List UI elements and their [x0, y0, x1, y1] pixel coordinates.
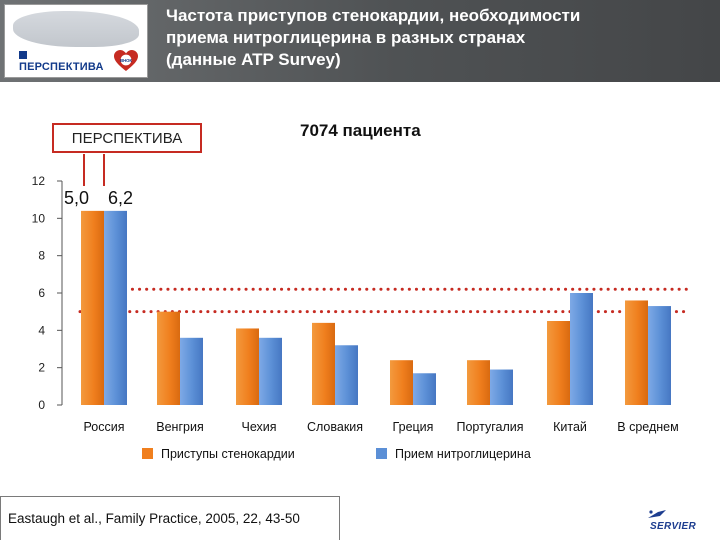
- category-label: В среднем: [617, 420, 678, 434]
- y-tick-label: 10: [32, 211, 46, 225]
- nitro-bar: [413, 373, 436, 405]
- y-tick-label: 12: [32, 174, 46, 188]
- legend: Приступы стенокардии Прием нитроглицерина: [142, 447, 531, 461]
- legend-swatch: [142, 448, 153, 459]
- annotation-label: 5,0: [64, 188, 89, 208]
- angina-bar: [467, 360, 490, 405]
- angina-bar: [81, 210, 104, 405]
- legend-label: Приступы стенокардии: [161, 447, 295, 461]
- patients-count-label: 7074 пациента: [300, 121, 421, 140]
- nitro-bar: [259, 337, 282, 405]
- title-line: приема нитроглицерина в разных странах: [166, 28, 526, 47]
- servier-text: SERVIER: [650, 521, 697, 532]
- nitro-bar: [104, 210, 127, 405]
- angina-bar: [312, 322, 335, 405]
- category-label: Венгрия: [156, 420, 203, 434]
- category-label: Чехия: [241, 420, 276, 434]
- angina-bar: [390, 360, 413, 405]
- legend-swatch: [376, 448, 387, 459]
- title-line: (данные ATP Survey): [166, 50, 341, 69]
- nitro-bar: [180, 337, 203, 405]
- y-tick-label: 0: [38, 398, 45, 412]
- y-tick-label: 4: [38, 323, 45, 337]
- legend-label: Прием нитроглицерина: [395, 447, 531, 461]
- perspektiva-label: ПЕРСПЕКТИВА: [71, 129, 183, 147]
- slide-title: Частота приступов стенокардии, необходим…: [166, 5, 706, 71]
- y-tick-label: 8: [38, 249, 45, 263]
- bars: [81, 210, 671, 405]
- map-graphic: [13, 11, 139, 47]
- y-axis: 0 2 4 6 8 10 12: [32, 174, 63, 412]
- servier-mark-icon: [648, 510, 666, 518]
- angina-bar: [625, 300, 648, 405]
- footer-citation-box: Eastaugh et al., Family Practice, 2005, …: [0, 496, 340, 540]
- category-label: Греция: [393, 420, 434, 434]
- category-label: Россия: [84, 420, 125, 434]
- angina-bar: [157, 311, 180, 405]
- annotations: 5,0 6,2: [64, 188, 133, 208]
- category-label: Китай: [553, 420, 587, 434]
- logo-badge: ВНОК: [120, 58, 132, 63]
- servier-logo: SERVIER: [640, 508, 710, 536]
- nitro-bar: [490, 369, 513, 405]
- y-tick-label: 2: [38, 361, 45, 375]
- logo-text: ПЕРСПЕКТИВА: [19, 61, 104, 73]
- angina-bar: [236, 328, 259, 405]
- nitro-bar: [335, 345, 358, 405]
- nitro-bar: [648, 306, 671, 405]
- header-banner: ПЕРСПЕКТИВА ВНОК Частота приступов стено…: [0, 0, 720, 82]
- nitro-bar: [570, 293, 593, 405]
- annotation-connectors: [83, 154, 105, 186]
- angina-bar: [547, 321, 570, 405]
- y-tick-label: 6: [38, 286, 45, 300]
- category-labels: Россия Венгрия Чехия Словакия Греция Португал…: [84, 420, 679, 434]
- heart-logo-icon: ВНОК: [114, 50, 138, 71]
- title-line: Частота приступов стенокардии, необходим…: [166, 6, 581, 25]
- logo-square-icon: [19, 51, 27, 59]
- perspektiva-label-box: ПЕРСПЕКТИВА: [52, 123, 202, 153]
- category-label: Португалия: [456, 420, 523, 434]
- category-label: Словакия: [307, 420, 363, 434]
- annotation-label: 6,2: [108, 188, 133, 208]
- reference-lines: [78, 287, 692, 314]
- citation-text: Eastaugh et al., Family Practice, 2005, …: [8, 511, 300, 526]
- perspektiva-logo: ПЕРСПЕКТИВА ВНОК: [4, 4, 148, 78]
